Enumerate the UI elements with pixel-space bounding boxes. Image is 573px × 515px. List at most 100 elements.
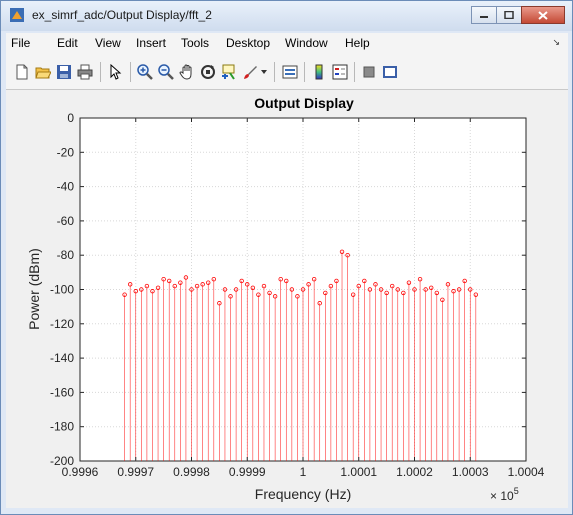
- stem-marker: [384, 290, 389, 296]
- hide-plot-tools-icon: [363, 66, 375, 78]
- stem-marker: [378, 287, 384, 292]
- stem-marker: [127, 282, 133, 287]
- show-plot-tools-button[interactable]: [381, 63, 399, 81]
- maximize-button[interactable]: [496, 6, 522, 24]
- hide-plot-tools-button[interactable]: [360, 63, 378, 81]
- print-icon: [77, 64, 93, 80]
- stem-marker: [161, 277, 166, 282]
- link-plot-icon: [282, 65, 298, 79]
- zoom-out-icon: [158, 64, 174, 80]
- title-bar[interactable]: ex_simrf_adc/Output Display/fft_2: [1, 1, 572, 31]
- stem-marker: [339, 249, 345, 254]
- stem-marker: [261, 283, 267, 289]
- axes: 0-20-40-60-80-100-120-140-160-180-2000.9…: [50, 111, 545, 479]
- y-tick-label: -40: [57, 180, 75, 194]
- y-tick-label: -60: [57, 214, 75, 228]
- colorbar-button[interactable]: [310, 63, 328, 81]
- stem-marker: [211, 277, 216, 282]
- pan-button[interactable]: [178, 63, 196, 81]
- y-tick-label: -140: [50, 351, 74, 365]
- y-tick-label: -80: [57, 248, 75, 262]
- x-tick-label: 0.9998: [173, 465, 210, 479]
- new-figure-icon: [16, 64, 28, 80]
- stem-marker: [206, 280, 211, 285]
- stem-marker: [245, 282, 250, 287]
- stem-marker: [172, 283, 177, 289]
- stem-marker: [373, 282, 378, 287]
- stem-marker: [328, 283, 334, 289]
- stem-marker: [350, 292, 356, 297]
- stem-marker: [289, 287, 295, 292]
- stem-marker: [390, 283, 395, 289]
- save-button[interactable]: [55, 63, 73, 81]
- close-icon: [538, 10, 548, 20]
- stem-marker: [200, 282, 205, 287]
- close-button[interactable]: [521, 6, 565, 24]
- y-tick-label: -120: [50, 317, 74, 331]
- x-axis-label: Frequency (Hz): [255, 486, 351, 502]
- minimize-icon: [480, 16, 488, 18]
- open-file-button[interactable]: [34, 63, 52, 81]
- stem-marker: [362, 278, 367, 284]
- stem-marker: [250, 285, 256, 290]
- stem-marker: [367, 287, 373, 292]
- save-icon: [57, 65, 71, 79]
- stem-marker: [311, 277, 317, 282]
- pointer-button[interactable]: [106, 63, 124, 81]
- rotate-3d-button[interactable]: [199, 63, 217, 81]
- x-tick-label: 1.0001: [340, 465, 377, 479]
- new-figure-button[interactable]: [13, 63, 31, 81]
- stem-marker: [423, 287, 428, 292]
- stem-marker: [295, 294, 300, 299]
- zoom-in-icon: [137, 64, 153, 80]
- menu-window[interactable]: Window: [285, 36, 328, 50]
- toolbar-separator: [100, 62, 101, 82]
- pointer-icon: [110, 64, 122, 80]
- show-plot-tools-icon: [383, 66, 397, 78]
- rotate-3d-icon: [201, 65, 215, 79]
- legend-icon: [332, 64, 348, 80]
- menu-tools[interactable]: Tools: [181, 36, 210, 50]
- stem-marker: [228, 294, 233, 299]
- figure-canvas: Output Display 0 -20 -40 -60 -80 -100 -120 -140…: [6, 90, 568, 509]
- stem-marker: [178, 280, 183, 285]
- x-tick-label: 1.0002: [396, 465, 433, 479]
- stem-marker: [194, 283, 200, 289]
- window-bottom-border: [1, 508, 572, 514]
- stem-marker: [334, 278, 339, 284]
- stem-marker: [217, 301, 222, 306]
- menu-desktop[interactable]: Desktop: [226, 36, 271, 50]
- stem-marker: [239, 278, 244, 284]
- zoom-out-button[interactable]: [157, 63, 175, 81]
- menu-insert[interactable]: Insert: [136, 36, 167, 50]
- stem-marker: [323, 290, 328, 296]
- x-tick-label: 0.9999: [229, 465, 266, 479]
- stem-marker: [272, 294, 278, 299]
- stem-marker: [440, 297, 445, 302]
- brush-dropdown-button[interactable]: [259, 63, 269, 81]
- stem-marker: [300, 287, 306, 292]
- dropdown-arrow-icon: [261, 70, 267, 74]
- stem-marker: [139, 287, 144, 292]
- data-cursor-button[interactable]: [220, 63, 238, 81]
- zoom-in-button[interactable]: [136, 63, 154, 81]
- menu-file[interactable]: File: [11, 36, 31, 50]
- minimize-button[interactable]: [471, 6, 497, 24]
- menu-edit[interactable]: Edit: [57, 36, 78, 50]
- y-axis-label: Power (dBm): [26, 248, 42, 330]
- stem-marker: [267, 290, 272, 296]
- legend-button[interactable]: [331, 63, 349, 81]
- brush-button[interactable]: [241, 63, 259, 81]
- print-button[interactable]: [76, 63, 94, 81]
- y-tick-label: -200: [50, 454, 74, 468]
- menu-help[interactable]: Help: [345, 36, 370, 50]
- y-tick-label: 0: [67, 111, 74, 125]
- menu-overflow-icon[interactable]: ↘: [552, 37, 560, 47]
- window-controls: [471, 6, 565, 25]
- maximize-icon: [504, 11, 514, 19]
- stem-marker: [166, 278, 172, 284]
- menu-view[interactable]: View: [95, 36, 121, 50]
- stem-marker: [468, 287, 473, 292]
- link-plot-button[interactable]: [281, 63, 299, 81]
